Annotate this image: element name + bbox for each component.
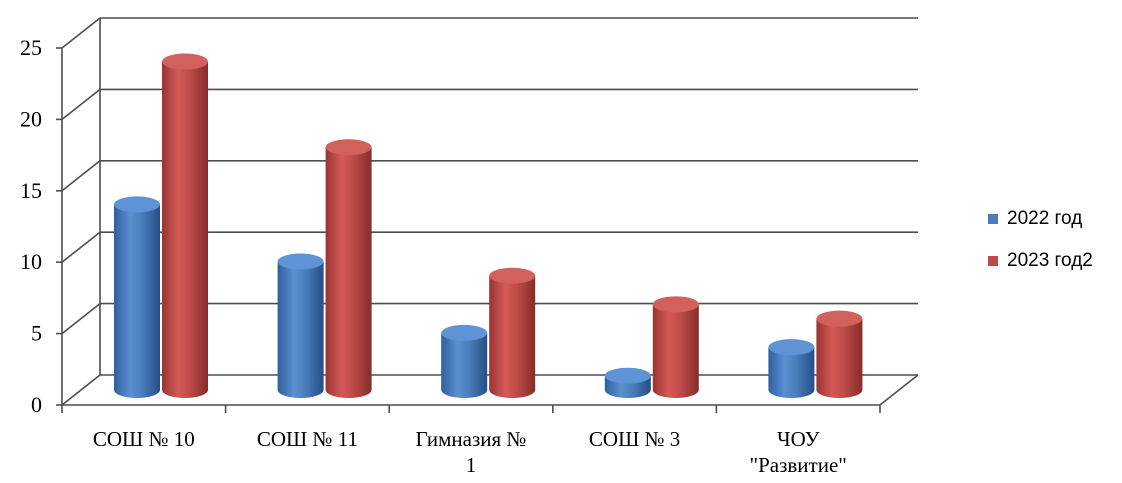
x-category-label: Гимназия № 1 [416, 427, 527, 477]
x-axis-categories: СОШ № 10 СОШ № 11 Гимназия № 1 СОШ № 3 ЧОУ "Ра… [93, 427, 847, 477]
gridlines [61, 17, 918, 406]
bar-2022 [604, 367, 651, 398]
x-category-label-line: СОШ № 3 [589, 427, 680, 451]
bars [114, 53, 863, 398]
bar-top [277, 253, 324, 270]
bar-2022 [441, 324, 488, 398]
bar-2022 [114, 196, 160, 398]
y-tick-label: 15 [20, 178, 42, 203]
bar-body [768, 347, 815, 398]
bar-top [768, 339, 815, 356]
x-category-label-line: СОШ № 11 [257, 427, 358, 451]
bar-2022 [768, 339, 815, 398]
x-category-label: СОШ № 10 [93, 427, 195, 451]
bar-body [652, 304, 699, 398]
bar-top [325, 139, 372, 156]
bar-body [114, 204, 160, 398]
bar-body [816, 318, 863, 398]
x-category-label-line: СОШ № 10 [93, 427, 195, 451]
x-category-label-line: "Развитие" [750, 453, 847, 477]
bar-top [652, 296, 699, 313]
x-category-label: ЧОУ "Развитие" [750, 427, 847, 477]
bar-top [162, 53, 208, 70]
bar-top [114, 196, 160, 213]
legend-swatch-2023 [988, 256, 998, 266]
bar-2023 [489, 267, 536, 398]
legend-item-2023: 2023 год2 [988, 247, 1093, 275]
bar-top [489, 267, 536, 284]
gridline-side [61, 302, 101, 335]
bar-2023 [816, 310, 863, 398]
gridline-side [61, 17, 101, 49]
bar-body [277, 261, 324, 398]
x-category-label: СОШ № 11 [257, 427, 358, 451]
x-category-label-line: 1 [466, 453, 477, 477]
x-category-label-line: Гимназия № [416, 427, 527, 451]
bar-body [489, 275, 536, 398]
axes [56, 18, 919, 413]
y-tick-label: 10 [20, 249, 42, 274]
bar-2022 [277, 253, 324, 398]
y-tick-label: 20 [20, 106, 42, 131]
gridline-side [61, 374, 101, 406]
bar-top [604, 367, 651, 384]
bar-top [816, 310, 863, 327]
gridline-side [61, 88, 101, 121]
bar-top [441, 324, 488, 341]
y-axis-ticks: 0 5 10 15 20 25 [20, 35, 42, 417]
bar-body [162, 61, 208, 398]
y-tick-label: 25 [20, 35, 42, 60]
x-category-label-line: ЧОУ [777, 427, 820, 451]
bar-body [325, 147, 372, 398]
gridline-side [61, 160, 101, 192]
legend-label-2022: 2022 год [1007, 208, 1083, 229]
bar-2023 [652, 296, 699, 398]
bar-body [441, 332, 488, 398]
floor-right-edge [879, 374, 919, 406]
y-tick-label: 0 [31, 392, 42, 417]
bar-2023 [162, 53, 208, 398]
legend: 2022 год 2023 год2 [988, 205, 1093, 289]
x-category-label: СОШ № 3 [589, 427, 680, 451]
legend-swatch-2022 [988, 214, 998, 224]
legend-item-2022: 2022 год [988, 205, 1093, 233]
gridline-side [61, 231, 101, 263]
legend-label-2023: 2023 год2 [1007, 250, 1093, 271]
bar-2023 [325, 139, 372, 398]
y-tick-label: 5 [31, 321, 42, 346]
